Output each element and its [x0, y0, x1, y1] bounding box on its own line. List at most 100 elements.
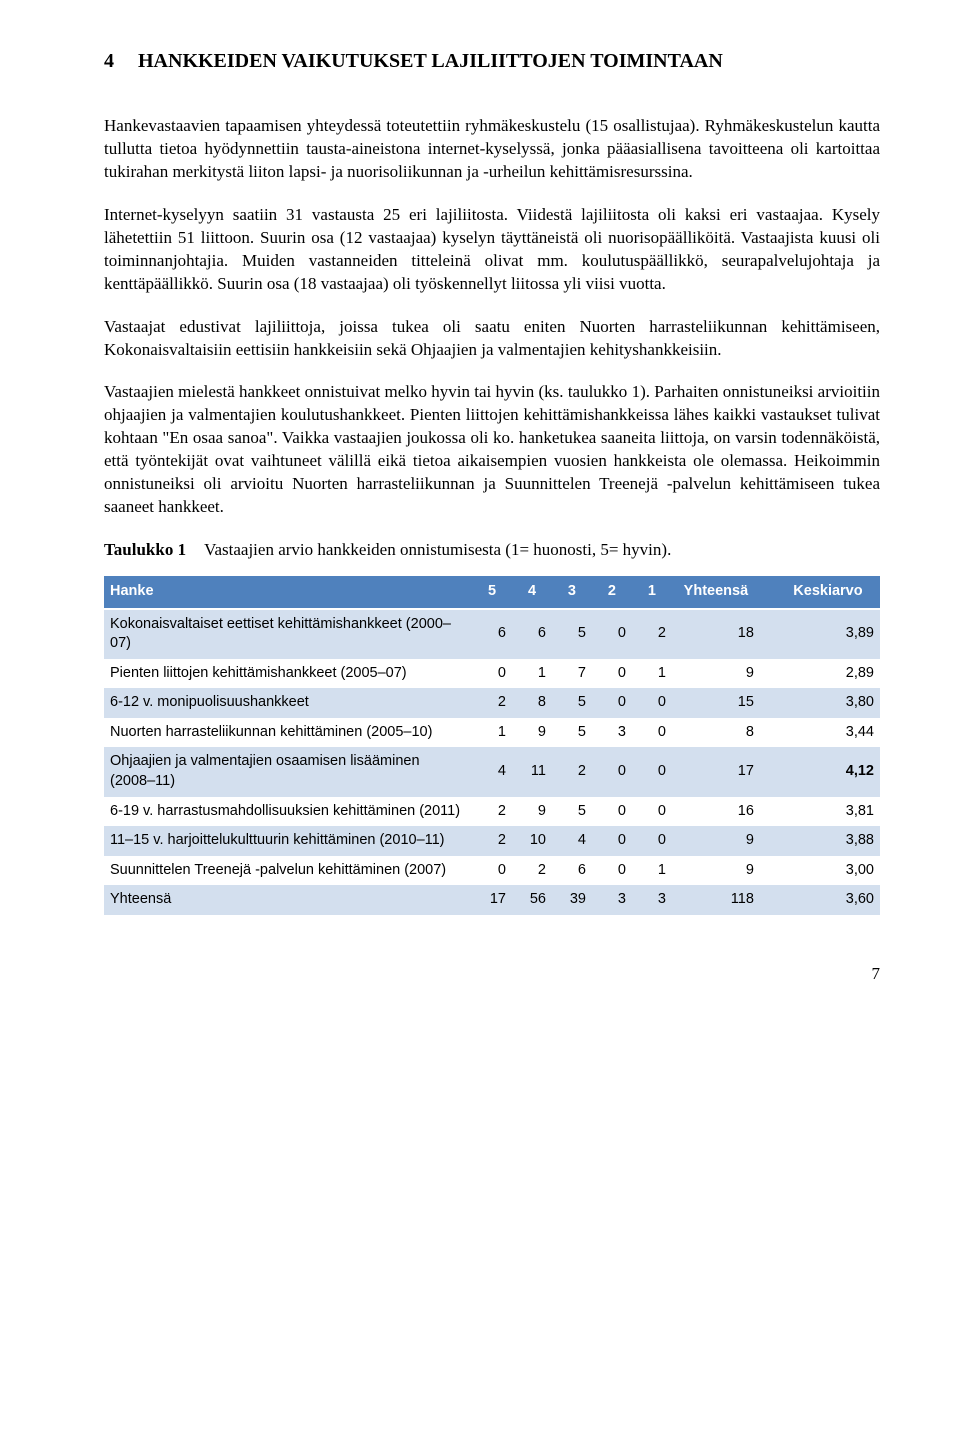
- cell-gap: [760, 718, 776, 748]
- cell-v4: 1: [512, 659, 552, 689]
- table-row: Nuorten harrasteliikunnan kehittäminen (…: [104, 718, 880, 748]
- col-total: Yhteensä: [672, 576, 760, 609]
- cell-v1: 0: [632, 797, 672, 827]
- cell-v5: 0: [472, 856, 512, 886]
- table-caption: Taulukko 1 Vastaajien arvio hankkeiden on…: [104, 539, 880, 562]
- page-number: 7: [104, 963, 880, 986]
- cell-total: 118: [672, 885, 760, 915]
- cell-total: 9: [672, 856, 760, 886]
- paragraph-3: Vastaajat edustivat lajiliittoja, joissa…: [104, 316, 880, 362]
- cell-v2: 0: [592, 659, 632, 689]
- table-body: Kokonaisvaltaiset eettiset kehittämishan…: [104, 609, 880, 915]
- cell-v4: 9: [512, 718, 552, 748]
- cell-v3: 5: [552, 718, 592, 748]
- cell-label: Suunnittelen Treenejä -palvelun kehittäm…: [104, 856, 472, 886]
- cell-avg: 3,44: [776, 718, 880, 748]
- cell-v1: 1: [632, 659, 672, 689]
- section-title-text: HANKKEIDEN VAIKUTUKSET LAJILIITTOJEN TOI…: [138, 50, 723, 72]
- cell-label: 11–15 v. harjoittelukulttuurin kehittämi…: [104, 826, 472, 856]
- cell-v1: 0: [632, 747, 672, 796]
- col-avg: Keskiarvo: [776, 576, 880, 609]
- table-row: Suunnittelen Treenejä -palvelun kehittäm…: [104, 856, 880, 886]
- col-3: 3: [552, 576, 592, 609]
- cell-label: 6-12 v. monipuolisuushankkeet: [104, 688, 472, 718]
- cell-gap: [760, 797, 776, 827]
- cell-gap: [760, 885, 776, 915]
- paragraph-2: Internet-kyselyyn saatiin 31 vastausta 2…: [104, 204, 880, 296]
- cell-v1: 2: [632, 609, 672, 659]
- cell-v2: 3: [592, 885, 632, 915]
- cell-v4: 10: [512, 826, 552, 856]
- table-row: Ohjaajien ja valmentajien osaamisen lisä…: [104, 747, 880, 796]
- table-row: Kokonaisvaltaiset eettiset kehittämishan…: [104, 609, 880, 659]
- cell-gap: [760, 856, 776, 886]
- cell-v2: 0: [592, 688, 632, 718]
- cell-total: 8: [672, 718, 760, 748]
- results-table: Hanke 5 4 3 2 1 Yhteensä Keskiarvo Kokon…: [104, 576, 880, 915]
- col-2: 2: [592, 576, 632, 609]
- table-row: 6-12 v. monipuolisuushankkeet28500153,80: [104, 688, 880, 718]
- cell-v1: 3: [632, 885, 672, 915]
- cell-gap: [760, 747, 776, 796]
- cell-gap: [760, 688, 776, 718]
- cell-v5: 2: [472, 826, 512, 856]
- cell-label: Ohjaajien ja valmentajien osaamisen lisä…: [104, 747, 472, 796]
- cell-avg: 2,89: [776, 659, 880, 689]
- col-gap: [760, 576, 776, 609]
- table-caption-label: Taulukko 1: [104, 540, 186, 559]
- cell-v2: 0: [592, 747, 632, 796]
- cell-v5: 4: [472, 747, 512, 796]
- cell-v4: 2: [512, 856, 552, 886]
- cell-v3: 5: [552, 797, 592, 827]
- cell-v5: 2: [472, 688, 512, 718]
- table-caption-text: Vastaajien arvio hankkeiden onnistumises…: [204, 540, 671, 559]
- cell-total: 16: [672, 797, 760, 827]
- cell-total: 9: [672, 826, 760, 856]
- cell-v2: 0: [592, 826, 632, 856]
- col-1: 1: [632, 576, 672, 609]
- col-hanke: Hanke: [104, 576, 472, 609]
- cell-v3: 6: [552, 856, 592, 886]
- cell-v5: 2: [472, 797, 512, 827]
- paragraph-4: Vastaajien mielestä hankkeet onnistuivat…: [104, 381, 880, 519]
- table-header-row: Hanke 5 4 3 2 1 Yhteensä Keskiarvo: [104, 576, 880, 609]
- cell-v2: 3: [592, 718, 632, 748]
- cell-v5: 6: [472, 609, 512, 659]
- cell-total: 9: [672, 659, 760, 689]
- table-row: Yhteensä175639331183,60: [104, 885, 880, 915]
- cell-v5: 17: [472, 885, 512, 915]
- cell-v3: 4: [552, 826, 592, 856]
- cell-v4: 8: [512, 688, 552, 718]
- cell-v5: 0: [472, 659, 512, 689]
- cell-v3: 5: [552, 688, 592, 718]
- cell-gap: [760, 659, 776, 689]
- cell-label: Pienten liittojen kehittämishankkeet (20…: [104, 659, 472, 689]
- cell-v2: 0: [592, 797, 632, 827]
- col-5: 5: [472, 576, 512, 609]
- cell-v2: 0: [592, 856, 632, 886]
- cell-v1: 0: [632, 688, 672, 718]
- cell-avg: 3,60: [776, 885, 880, 915]
- cell-v4: 56: [512, 885, 552, 915]
- cell-avg: 4,12: [776, 747, 880, 796]
- cell-total: 18: [672, 609, 760, 659]
- table-row: 11–15 v. harjoittelukulttuurin kehittämi…: [104, 826, 880, 856]
- cell-label: Kokonaisvaltaiset eettiset kehittämishan…: [104, 609, 472, 659]
- cell-label: 6-19 v. harrastusmahdollisuuksien kehitt…: [104, 797, 472, 827]
- col-4: 4: [512, 576, 552, 609]
- table-row: Pienten liittojen kehittämishankkeet (20…: [104, 659, 880, 689]
- cell-v4: 9: [512, 797, 552, 827]
- cell-label: Nuorten harrasteliikunnan kehittäminen (…: [104, 718, 472, 748]
- cell-v1: 0: [632, 826, 672, 856]
- cell-v3: 5: [552, 609, 592, 659]
- cell-v2: 0: [592, 609, 632, 659]
- cell-gap: [760, 826, 776, 856]
- section-heading: 4 HANKKEIDEN VAIKUTUKSET LAJILIITTOJEN TO…: [104, 48, 880, 75]
- cell-v4: 11: [512, 747, 552, 796]
- paragraph-1: Hankevastaavien tapaamisen yhteydessä to…: [104, 115, 880, 184]
- cell-v1: 0: [632, 718, 672, 748]
- cell-gap: [760, 609, 776, 659]
- cell-avg: 3,89: [776, 609, 880, 659]
- cell-v4: 6: [512, 609, 552, 659]
- section-number: 4: [104, 48, 114, 75]
